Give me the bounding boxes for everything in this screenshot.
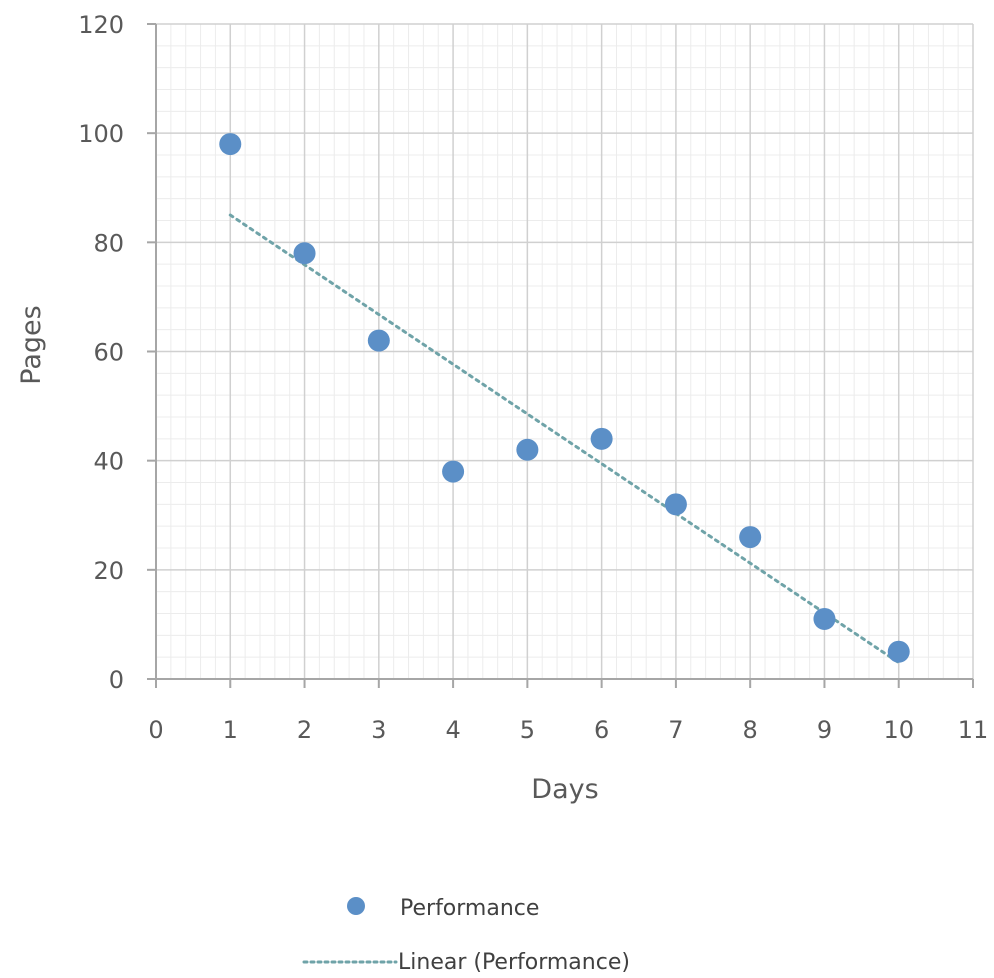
x-axis-title: Days <box>531 774 598 805</box>
x-tick-label: 3 <box>371 716 386 744</box>
data-point <box>590 427 613 450</box>
legend-label-trendline: Linear (Performance) <box>398 950 630 975</box>
trendline <box>228 213 901 665</box>
x-tick-label: 7 <box>668 716 683 744</box>
y-tick-label: 20 <box>93 557 124 585</box>
y-tick-label: 80 <box>93 229 124 257</box>
y-tick-label: 60 <box>93 339 124 367</box>
data-point <box>516 438 539 461</box>
x-tick-label: 1 <box>223 716 238 744</box>
data-point <box>813 607 836 630</box>
x-tick-label: 10 <box>883 716 914 744</box>
data-point <box>293 242 316 265</box>
x-tick-label: 9 <box>817 716 832 744</box>
axes <box>147 23 974 688</box>
y-tick-label: 0 <box>109 666 124 694</box>
legend: Performance Linear (Performance) <box>302 896 630 975</box>
trendline-layer <box>228 213 901 665</box>
x-tick-label: 5 <box>520 716 535 744</box>
x-tick-label: 4 <box>445 716 460 744</box>
y-tick-label: 40 <box>93 448 124 476</box>
y-tick-label: 120 <box>78 11 124 39</box>
data-point <box>739 526 762 549</box>
data-point <box>664 493 687 516</box>
tick-labels: 0 1 2 3 4 5 6 7 8 9 10 11 0 20 40 60 80 100 120 <box>78 11 988 744</box>
x-tick-label: 8 <box>743 716 758 744</box>
legend-marker-performance <box>347 897 365 915</box>
data-point <box>367 329 390 352</box>
x-tick-label: 11 <box>958 716 989 744</box>
data-point <box>219 133 242 156</box>
grid <box>155 23 974 680</box>
x-tick-label: 6 <box>594 716 609 744</box>
x-tick-label: 2 <box>297 716 312 744</box>
x-tick-label: 0 <box>148 716 163 744</box>
data-point <box>887 640 910 663</box>
data-points <box>219 133 910 663</box>
y-axis-title: Pages <box>16 305 47 384</box>
y-tick-label: 100 <box>78 120 124 148</box>
data-point <box>442 460 465 483</box>
legend-label-performance: Performance <box>400 896 539 921</box>
